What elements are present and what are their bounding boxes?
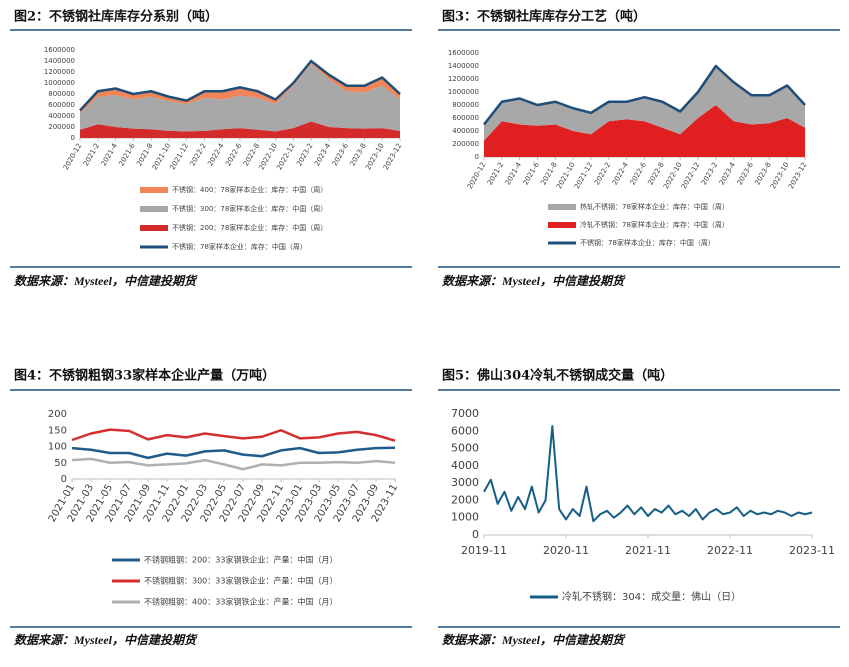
legend-swatch [140,187,168,193]
x-tick-label: 2019-11 [461,544,507,557]
y-tick-label: 4000 [451,459,479,472]
area [484,66,805,141]
y-tick-label: 200000 [48,123,75,131]
x-tick-label: 2023-2 [700,161,719,186]
x-tick-label: 2022-2 [593,161,612,186]
y-tick-label: 5000 [451,442,479,455]
y-tick-label: 50 [54,458,67,469]
source-note: 数据来源：Mysteel，中信建投期货 [14,274,198,288]
x-tick-label: 2020-12 [62,142,84,171]
legend-label: 冷轧不锈钢：78家样本企业：库存：中国（周） [580,220,729,229]
legend-label: 不锈钢粗钢：200：33家钢铁企业：产量：中国（月） [144,555,337,565]
legend-label: 不锈钢粗钢：400：33家钢铁企业：产量：中国（月） [144,597,337,607]
x-tick-label: 2023-8 [753,161,772,186]
y-tick-label: 400000 [452,127,479,135]
x-tick-label: 2022-2 [189,142,208,167]
y-tick-label: 0 [61,474,67,485]
y-tick-label: 800000 [452,101,479,109]
area [484,105,805,157]
line [71,428,396,442]
y-tick-label: 1000 [451,511,479,524]
chart-title: 图5：佛山304冷轧不锈钢成交量（吨） [442,368,673,384]
y-tick-label: 1000000 [44,79,75,87]
legend-label: 不锈钢：300：78家样本企业：库存：中国（周） [172,204,327,213]
legend-label: 不锈钢：400：78家样本企业：库存：中国（周） [172,185,327,194]
y-tick-label: 1600000 [448,49,479,57]
line [483,425,813,523]
legend-label: 不锈钢：78家样本企业：库存：中国（周） [172,242,307,251]
x-tick-label: 2022-8 [646,161,665,186]
legend-swatch [548,204,576,210]
chart-title: 图3：不锈钢社库库存分工艺（吨） [442,9,646,25]
legend-label: 不锈钢：78家样本企业：库存：中国（周） [580,238,715,247]
y-tick-label: 7000 [451,407,479,420]
x-tick-label: 2021-11 [625,544,671,557]
y-tick-label: 0 [71,134,75,142]
line [71,457,396,471]
line [71,446,396,460]
x-tick-label: 2020-11 [543,544,589,557]
legend-swatch [140,206,168,212]
area [80,121,400,138]
line [483,64,806,126]
y-tick-label: 100 [48,442,67,453]
y-tick-label: 6000 [451,424,479,437]
x-tick-label: 2023-8 [349,142,368,167]
x-tick-label: 2023-11 [789,544,835,557]
legend-swatch [140,225,168,231]
y-tick-label: 1200000 [44,68,75,76]
x-tick-label: 2021-2 [82,142,101,167]
chart-title: 图2：不锈钢社库库存分系别（吨） [14,9,218,25]
legend-label: 冷轧不锈钢：304：成交量：佛山（日） [562,590,741,603]
x-tick-label: 2021-8 [135,142,154,167]
line [79,59,401,112]
chart-title: 图4：不锈钢粗钢33家样本企业产量（万吨） [14,368,275,384]
x-tick-label: 2022-8 [242,142,261,167]
y-tick-label: 600000 [452,114,479,122]
y-tick-label: 0 [472,528,479,541]
x-tick-label: 2022-11 [707,544,753,557]
source-note: 数据来源：Mysteel，中信建投期货 [442,633,626,647]
y-tick-label: 1000000 [448,88,479,96]
y-tick-label: 0 [475,153,479,161]
y-tick-label: 400000 [48,112,75,120]
y-tick-label: 600000 [48,101,75,109]
legend-label: 不锈钢：200：78家样本企业：库存：中国（周） [172,223,327,232]
legend-label: 不锈钢粗钢：300：33家钢铁企业：产量：中国（月） [144,576,337,586]
y-tick-label: 1600000 [44,46,75,54]
y-tick-label: 800000 [48,90,75,98]
source-note: 数据来源：Mysteel，中信建投期货 [442,274,626,288]
x-tick-label: 2021-2 [486,161,505,186]
legend-label: 热轧不锈钢：78家样本企业：库存：中国（周） [580,202,729,211]
source-note: 数据来源：Mysteel，中信建投期货 [14,633,198,647]
y-tick-label: 200 [48,409,67,420]
x-tick-label: 2021-8 [539,161,558,186]
legend-swatch [548,222,576,228]
y-tick-label: 150 [48,425,67,436]
y-tick-label: 2000 [451,493,479,506]
y-tick-label: 3000 [451,476,479,489]
y-tick-label: 1200000 [448,75,479,83]
y-tick-label: 200000 [452,140,479,148]
y-tick-label: 1400000 [448,62,479,70]
x-tick-label: 2023-2 [295,142,314,167]
y-tick-label: 1400000 [44,57,75,65]
x-tick-label: 2020-12 [466,161,488,190]
area [80,63,400,132]
